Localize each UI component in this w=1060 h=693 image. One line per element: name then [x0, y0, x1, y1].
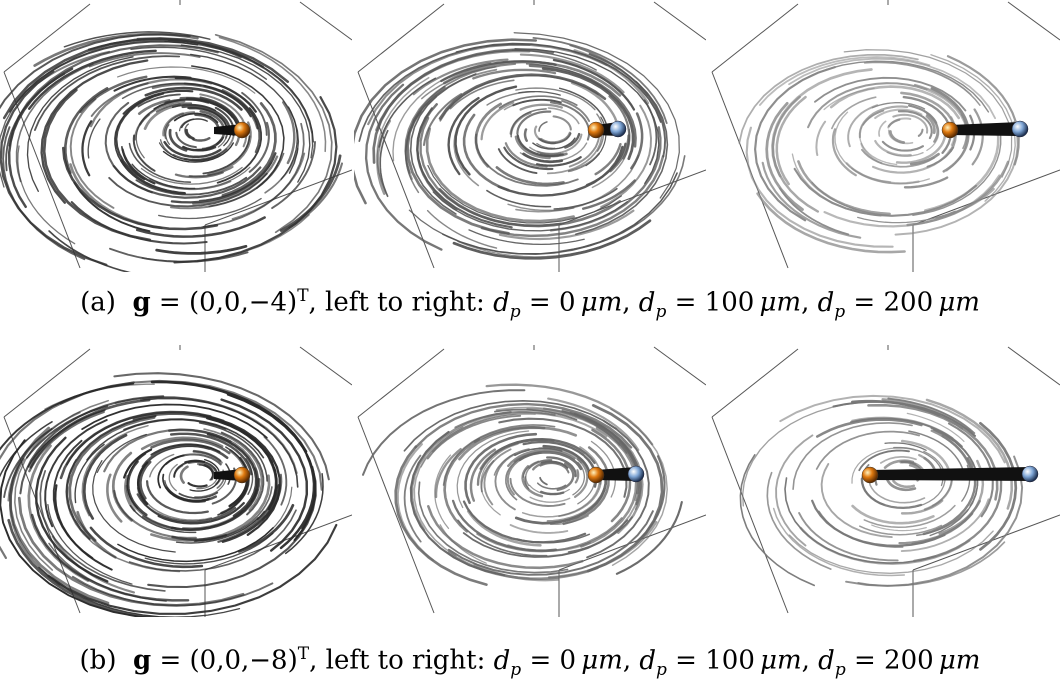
dp-unit: μm: [580, 287, 623, 318]
gravity-symbol: g: [133, 645, 152, 676]
dp-value: 200: [884, 645, 934, 676]
vortex-plot: [357, 345, 706, 617]
vortex-plot: [711, 0, 1060, 272]
panel-a-3: [708, 0, 1060, 272]
panel-b-2: [354, 345, 706, 617]
vortex-plot: [354, 0, 706, 272]
dp-value: 100: [705, 645, 755, 676]
vortex-plot: [0, 345, 352, 617]
dp-symbol: dp: [493, 645, 522, 680]
panel-group-a: [0, 0, 1060, 272]
vortex-plot: [711, 345, 1060, 617]
dp-symbol: dp: [818, 645, 846, 680]
panel-a-2: [354, 0, 706, 272]
caption-label: (b): [79, 645, 117, 676]
panel-a-1: [0, 0, 352, 272]
gravity-symbol: g: [132, 287, 151, 318]
dp-value: 0: [559, 645, 577, 676]
transpose-mark: T: [297, 286, 309, 306]
caption-label: (a): [80, 287, 116, 318]
dp-value: 100: [704, 287, 755, 318]
dp-symbol: dp: [639, 645, 667, 680]
dp-value: 0: [558, 287, 576, 318]
dp-symbol: dp: [638, 287, 667, 322]
dp-unit: μm: [938, 645, 981, 676]
dp-unit: μm: [759, 287, 802, 318]
panel-group-b: [0, 345, 1060, 617]
dp-value: 200: [883, 287, 934, 318]
panel-b-3: [708, 345, 1060, 617]
transpose-mark: T: [297, 644, 310, 664]
dp-symbol: dp: [817, 287, 846, 322]
gravity-value: (0,0,−8): [189, 645, 298, 676]
gravity-value: (0,0,−4): [188, 287, 298, 318]
dp-unit: μm: [938, 287, 980, 318]
dp-unit: μm: [581, 645, 623, 676]
caption-prefix: , left to right:: [309, 645, 494, 676]
dp-symbol: dp: [493, 287, 521, 322]
panel-b-1: [0, 345, 352, 617]
vortex-plot: [0, 0, 352, 272]
dp-unit: μm: [760, 645, 802, 676]
caption-prefix: , left to right:: [308, 287, 494, 318]
caption-b: (b) g = (0,0,−8)T, left to right: dp = 0…: [79, 644, 981, 680]
caption-a: (a) g = (0,0,−4)T, left to right: dp = 0…: [80, 286, 980, 322]
